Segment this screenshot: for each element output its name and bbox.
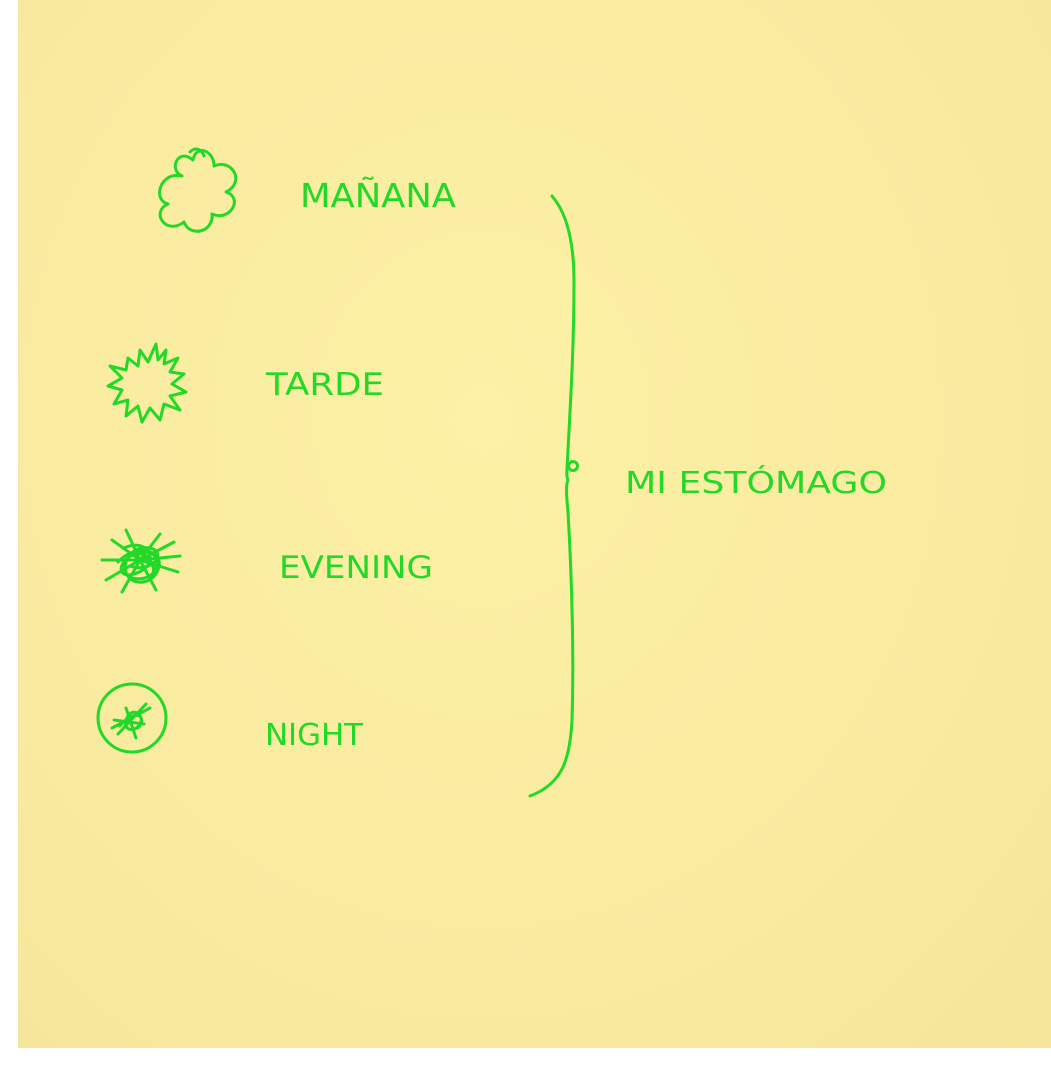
circled-scribble-icon [96, 682, 168, 754]
label-night: NIGHT [265, 718, 364, 753]
label-target: MI ESTÓMAGO [625, 464, 887, 501]
scribbled-star-icon [100, 528, 182, 594]
sticky-note-paper [18, 0, 1051, 1048]
label-evening: EVENING [279, 550, 433, 586]
grouping-brace [528, 194, 579, 798]
wavy-cloud-icon [158, 147, 238, 233]
label-morning: MAÑANA [300, 176, 456, 215]
spiky-burst-icon [106, 342, 188, 424]
label-afternoon: TARDE [265, 367, 384, 403]
